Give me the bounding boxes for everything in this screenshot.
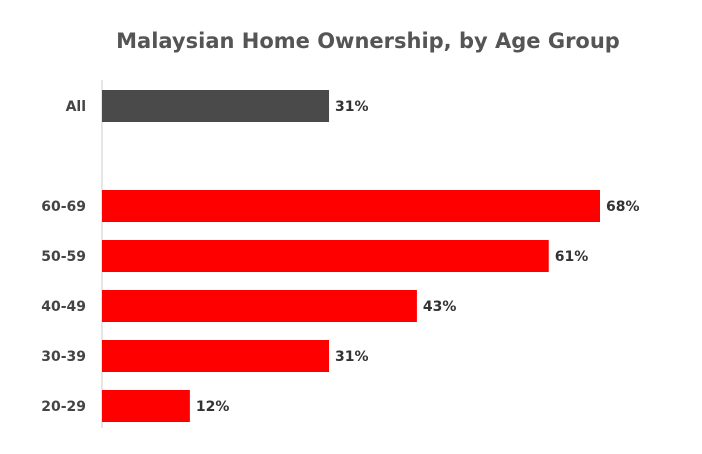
- bar-60-69: [102, 190, 600, 222]
- bar-30-39: [102, 340, 330, 372]
- category-label-60-69: 60-69: [41, 199, 86, 215]
- bar-20-29: [102, 390, 190, 422]
- chart-title: Malaysian Home Ownership, by Age Group: [116, 29, 620, 53]
- category-label-All: All: [66, 99, 86, 115]
- category-label-40-49: 40-49: [41, 299, 86, 315]
- value-label-30-39: 31%: [335, 349, 369, 365]
- category-label-20-29: 20-29: [41, 399, 86, 415]
- bar-All: [102, 90, 330, 122]
- value-label-20-29: 12%: [196, 399, 230, 415]
- category-label-30-39: 30-39: [41, 349, 86, 365]
- bar-group: All 31% 60-69 68% 50-59 61% 40-49 43% 30-39 31% 20…: [41, 90, 640, 422]
- value-label-50-59: 61%: [555, 249, 589, 265]
- bar-40-49: [102, 290, 417, 322]
- category-label-50-59: 50-59: [41, 249, 86, 265]
- value-label-60-69: 68%: [606, 199, 640, 215]
- value-label-40-49: 43%: [423, 299, 457, 315]
- bar-50-59: [102, 240, 549, 272]
- value-label-All: 31%: [335, 99, 369, 115]
